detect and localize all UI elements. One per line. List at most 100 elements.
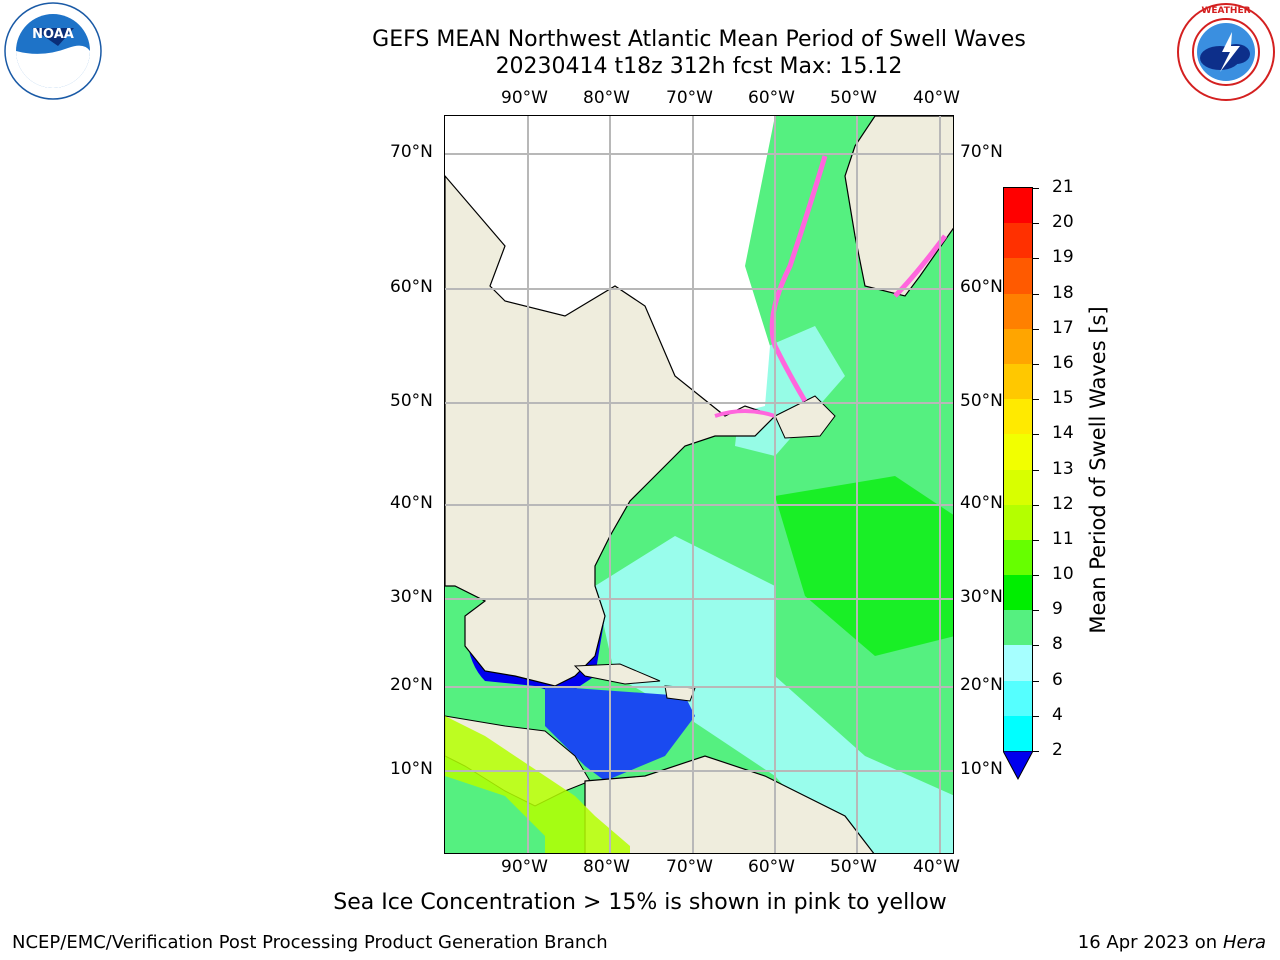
colorbar-segment bbox=[1004, 363, 1032, 400]
svg-text:NOAA: NOAA bbox=[32, 27, 74, 42]
caption: Sea Ice Concentration > 15% is shown in … bbox=[333, 890, 947, 915]
south-america-landmass bbox=[584, 755, 875, 853]
chart-title-line-2: 20230414 t18z 312h fcst Max: 15.12 bbox=[495, 54, 903, 79]
ocean-period-11-band bbox=[775, 476, 953, 656]
colorbar-tick-mark bbox=[1033, 434, 1039, 436]
lon-label-top: 40°W bbox=[913, 88, 960, 108]
colorbar-tick-mark bbox=[1033, 328, 1039, 330]
colorbar-tick-mark bbox=[1033, 751, 1039, 752]
colorbar-tick-mark bbox=[1033, 715, 1039, 717]
colorbar-segment bbox=[1004, 575, 1032, 611]
colorbar-tick-mark bbox=[1033, 645, 1039, 647]
lat-label-left: 70°N bbox=[390, 142, 433, 162]
sea-ice-edge-east-canada bbox=[769, 155, 828, 403]
lon-label-top: 70°W bbox=[666, 88, 713, 108]
graticule bbox=[445, 116, 953, 853]
colorbar-tick-label: 4 bbox=[1052, 704, 1063, 725]
colorbar-extend-triangle bbox=[1003, 751, 1033, 781]
cuba-landmass bbox=[573, 663, 661, 685]
colorbar-segment bbox=[1004, 223, 1032, 259]
lat-label-left: 40°N bbox=[390, 493, 433, 513]
colorbar-tick-label: 20 bbox=[1052, 212, 1074, 233]
colorbar-tick-label: 13 bbox=[1052, 458, 1074, 479]
map-svg bbox=[445, 116, 953, 853]
lat-label-right: 30°N bbox=[960, 587, 1003, 607]
noaa-logo-icon: NOAA bbox=[2, 2, 104, 106]
lon-label-bottom: 90°W bbox=[501, 857, 548, 877]
colorbar-tick-label: 18 bbox=[1052, 282, 1074, 303]
nws-logo-icon: WEATHER bbox=[1174, 2, 1278, 106]
colorbar-segment bbox=[1004, 434, 1032, 470]
colorbar-segment bbox=[1004, 469, 1032, 506]
map-panel bbox=[444, 115, 954, 854]
greenland-landmass bbox=[844, 116, 953, 297]
lon-label-bottom: 70°W bbox=[666, 857, 713, 877]
lat-label-left: 60°N bbox=[390, 277, 433, 297]
colorbar-tick-mark bbox=[1033, 575, 1039, 577]
colorbar-segment bbox=[1004, 539, 1032, 576]
colorbar bbox=[1003, 187, 1033, 752]
colorbar-label: Mean Period of Swell Waves [s] bbox=[1086, 306, 1110, 634]
colorbar-tick-label: 16 bbox=[1052, 352, 1074, 373]
chart-title-line-1: GEFS MEAN Northwest Atlantic Mean Period… bbox=[372, 27, 1026, 52]
hispaniola-landmass bbox=[664, 685, 696, 702]
colorbar-tick-label: 19 bbox=[1052, 247, 1074, 268]
colorbar-tick-label: 6 bbox=[1052, 669, 1063, 690]
lat-label-left: 10°N bbox=[390, 759, 433, 779]
colorbar-tick-label: 14 bbox=[1052, 423, 1074, 444]
lat-label-right: 10°N bbox=[960, 759, 1003, 779]
colorbar-tick-label: 21 bbox=[1052, 177, 1074, 197]
lat-label-left: 50°N bbox=[390, 391, 433, 411]
colorbar-segment bbox=[1004, 645, 1032, 682]
colorbar-tick-mark bbox=[1033, 469, 1039, 471]
newfoundland-landmass bbox=[774, 395, 836, 439]
colorbar-segment bbox=[1004, 258, 1032, 295]
colorbar-tick-mark bbox=[1033, 399, 1039, 401]
lon-label-top: 50°W bbox=[830, 88, 877, 108]
colorbar-tick-mark bbox=[1033, 610, 1039, 612]
colorbar-tick-label: 17 bbox=[1052, 317, 1074, 338]
lon-label-top: 80°W bbox=[583, 88, 630, 108]
colorbar-tick-label: 12 bbox=[1052, 493, 1074, 514]
lat-label-right: 40°N bbox=[960, 493, 1003, 513]
colorbar-tick-mark bbox=[1033, 504, 1039, 506]
colorbar-segment bbox=[1004, 328, 1032, 365]
credit-text: NCEP/EMC/Verification Post Processing Pr… bbox=[12, 932, 608, 953]
colorbar-tick-label: 10 bbox=[1052, 564, 1074, 585]
colorbar-tick-mark bbox=[1033, 680, 1039, 682]
lat-label-left: 30°N bbox=[390, 587, 433, 607]
colorbar-tick-mark bbox=[1033, 363, 1039, 365]
colorbar-segment bbox=[1004, 399, 1032, 435]
colorbar-tick-label: 2 bbox=[1052, 740, 1063, 760]
colorbar-segment bbox=[1004, 680, 1032, 717]
colorbar-tick-mark bbox=[1033, 293, 1039, 295]
colorbar-tick-mark bbox=[1033, 223, 1039, 225]
lon-label-top: 90°W bbox=[501, 88, 548, 108]
colorbar-segment bbox=[1004, 715, 1032, 752]
host-name: Hera bbox=[1222, 932, 1266, 953]
lat-label-right: 70°N bbox=[960, 142, 1003, 162]
colorbar-segment bbox=[1004, 610, 1032, 646]
lat-label-left: 20°N bbox=[390, 675, 433, 695]
lat-label-right: 50°N bbox=[960, 391, 1003, 411]
lat-label-right: 20°N bbox=[960, 675, 1003, 695]
colorbar-segment bbox=[1004, 188, 1032, 224]
colorbar-tick-mark bbox=[1033, 188, 1039, 189]
date-stamp: 16 Apr 2023 on Hera bbox=[1077, 932, 1266, 953]
lon-label-top: 60°W bbox=[748, 88, 795, 108]
colorbar-tick-mark bbox=[1033, 539, 1039, 541]
colorbar-tick-label: 8 bbox=[1052, 634, 1063, 655]
colorbar-tick-mark bbox=[1033, 258, 1039, 260]
colorbar-segment bbox=[1004, 293, 1032, 330]
lon-label-bottom: 50°W bbox=[830, 857, 877, 877]
colorbar-segment bbox=[1004, 504, 1032, 541]
lon-label-bottom: 40°W bbox=[913, 857, 960, 877]
lat-label-right: 60°N bbox=[960, 277, 1003, 297]
lon-label-bottom: 80°W bbox=[583, 857, 630, 877]
lon-label-bottom: 60°W bbox=[748, 857, 795, 877]
colorbar-tick-label: 15 bbox=[1052, 388, 1074, 409]
colorbar-tick-label: 11 bbox=[1052, 528, 1074, 549]
svg-text:WEATHER: WEATHER bbox=[1201, 6, 1250, 16]
pacific-field-low bbox=[445, 776, 545, 853]
caribbean-field bbox=[545, 686, 695, 781]
